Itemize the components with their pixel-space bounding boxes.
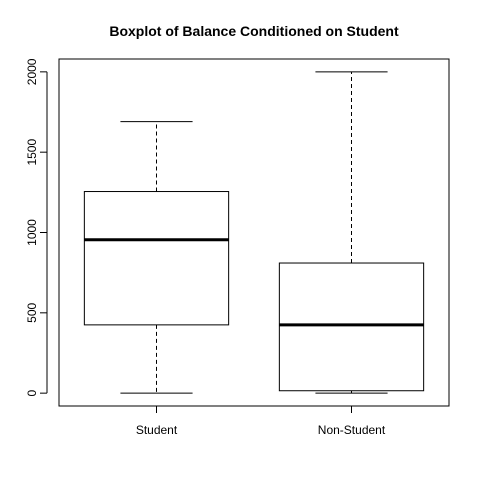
x-tick-label: Non-Student — [318, 423, 386, 437]
y-tick-label: 1000 — [25, 219, 39, 246]
iqr-box — [278, 262, 425, 392]
y-tick-label: 500 — [25, 302, 39, 322]
x-axis: Student Non-Student — [136, 405, 386, 437]
y-axis: 0 500 1000 1500 2000 — [25, 58, 48, 396]
chart-title: Boxplot of Balance Conditioned on Studen… — [109, 23, 399, 39]
y-tick-label: 2000 — [25, 58, 39, 85]
box-0 — [83, 121, 230, 394]
boxes-group — [83, 71, 425, 394]
x-tick-label: Student — [136, 423, 178, 437]
iqr-box — [83, 191, 230, 326]
y-tick-label: 1500 — [25, 139, 39, 166]
y-tick-label: 0 — [25, 389, 39, 396]
box-1 — [278, 71, 425, 394]
